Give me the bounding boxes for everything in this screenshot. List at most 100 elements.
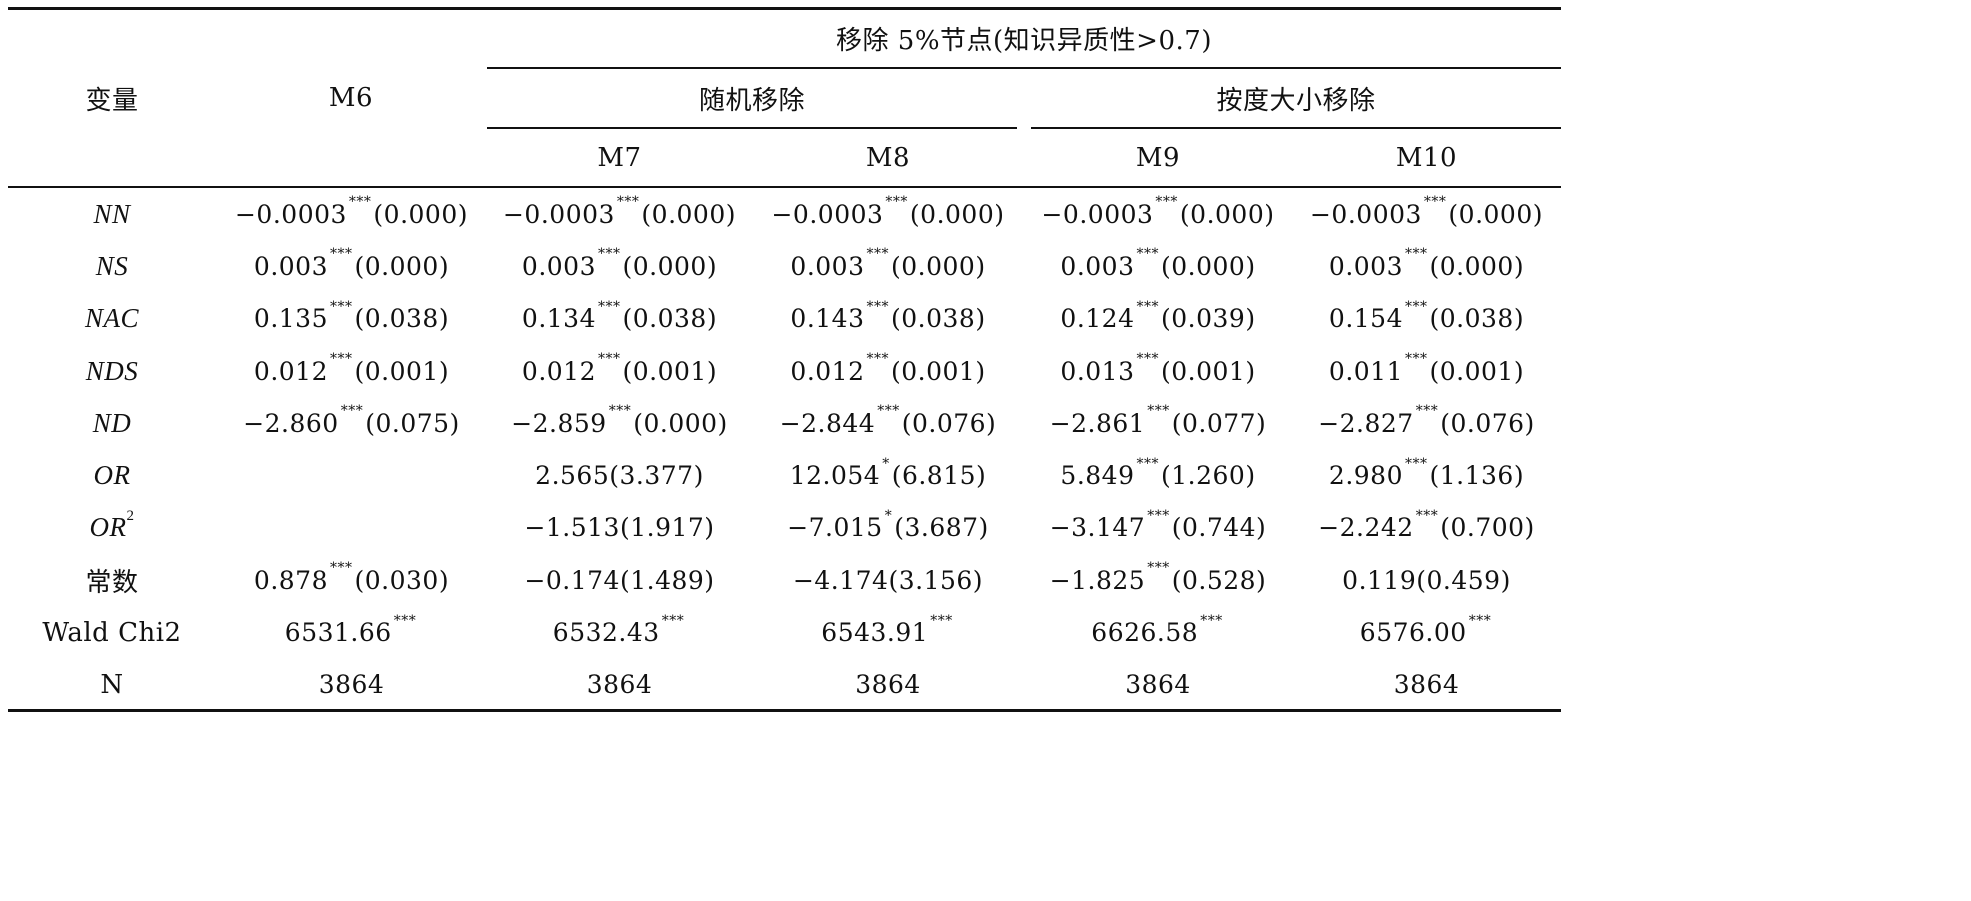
significance-stars: *** <box>1405 246 1428 263</box>
standard-error: (3.377) <box>609 461 704 491</box>
table-cell: −4.174 (3.156) <box>752 554 1024 606</box>
table-cell: −1.825 *** (0.528) <box>1024 554 1292 606</box>
significance-stars: *** <box>1136 298 1159 315</box>
table-cell: 3864 <box>216 659 487 711</box>
significance-stars: *** <box>1405 298 1428 315</box>
coefficient: 0.011 <box>1328 356 1403 386</box>
variable-label: NN <box>8 188 216 240</box>
table-cell <box>216 502 487 554</box>
standard-error: (0.744) <box>1171 513 1267 543</box>
group-title: 移除 5%节点(知识异质性>0.7) <box>836 26 1212 56</box>
table-cell: 0.003 *** (0.000) <box>216 240 487 292</box>
coefficient: −3.147 <box>1049 513 1146 543</box>
coefficient: 0.012 <box>253 356 328 386</box>
coefficient: 6531.66 <box>284 618 392 648</box>
significance-stars: *** <box>1423 194 1447 211</box>
standard-error: (1.260) <box>1161 461 1256 491</box>
standard-error: (0.000) <box>1448 199 1543 229</box>
table-cell: 3864 <box>1292 659 1561 711</box>
coefficient: 2.565 <box>535 461 610 491</box>
group-title-underline <box>487 67 1561 69</box>
significance-stars: *** <box>1136 351 1159 368</box>
variable-label: OR 2 <box>8 502 216 554</box>
table-cell: 2.565 (3.377) <box>487 450 752 502</box>
coefficient: 6543.91 <box>821 618 929 648</box>
variable-name: ND <box>92 407 132 438</box>
standard-error: (1.917) <box>619 513 715 543</box>
standard-error: (0.000) <box>1161 251 1256 281</box>
table-cell: 0.003 *** (0.000) <box>752 240 1024 292</box>
significance-stars: *** <box>616 194 640 211</box>
standard-error: (3.687) <box>894 513 989 543</box>
table-cell: −0.0003 *** (0.000) <box>752 188 1024 240</box>
table-cell: 0.012 *** (0.001) <box>487 345 752 397</box>
coefficient: −1.513 <box>524 513 620 543</box>
coefficient: 0.143 <box>790 304 865 334</box>
table-cell: 5.849 *** (1.260) <box>1024 450 1292 502</box>
standard-error: (0.038) <box>354 304 450 334</box>
top-rule <box>8 7 1561 10</box>
variable-name: NN <box>93 198 131 229</box>
coefficient: −0.0003 <box>1309 199 1422 229</box>
coefficient: −1.825 <box>1049 565 1146 595</box>
degree-group-underline <box>1031 127 1561 129</box>
variable-label: 常数 <box>8 554 216 606</box>
standard-error: (0.001) <box>622 356 718 386</box>
standard-error: (0.000) <box>354 251 450 281</box>
standard-error: (0.076) <box>1440 408 1535 438</box>
significance-stars: *** <box>393 612 417 629</box>
coefficient: 0.003 <box>521 251 596 281</box>
significance-stars: *** <box>340 403 364 420</box>
significance-stars: *** <box>866 351 889 368</box>
table-cell: 0.878 *** (0.030) <box>216 554 487 606</box>
significance-stars: *** <box>1415 507 1439 524</box>
variable-label: NAC <box>8 293 216 345</box>
significance-stars: * <box>884 507 893 524</box>
table-cell: −0.0003 *** (0.000) <box>216 188 487 240</box>
table-cell: −2.860 *** (0.075) <box>216 397 487 449</box>
standard-error: (0.528) <box>1171 565 1267 595</box>
table-cell: −3.147 *** (0.744) <box>1024 502 1292 554</box>
coefficient: −7.015 <box>787 513 883 543</box>
standard-error: (0.001) <box>354 356 450 386</box>
standard-error: (0.700) <box>1440 513 1535 543</box>
table-cell: 0.119 (0.459) <box>1292 554 1561 606</box>
table-cell: 6531.66 *** <box>216 606 487 658</box>
coefficient: 0.135 <box>253 304 328 334</box>
table-cell: 0.003 *** (0.000) <box>1024 240 1292 292</box>
variable-exponent: 2 <box>126 508 135 525</box>
significance-stars: *** <box>598 351 621 368</box>
significance-stars: * <box>882 455 890 472</box>
significance-stars: *** <box>1136 455 1159 472</box>
variable-label: Wald Chi2 <box>8 606 216 658</box>
significance-stars: *** <box>598 298 621 315</box>
standard-error: (0.000) <box>641 199 736 229</box>
significance-stars: *** <box>661 612 685 629</box>
significance-stars: *** <box>1147 507 1170 524</box>
coefficient: −0.0003 <box>234 199 347 229</box>
significance-stars: *** <box>330 351 353 368</box>
coefficient: −0.0003 <box>771 199 884 229</box>
variable-name: OR <box>93 460 131 491</box>
coefficient: 0.134 <box>521 304 596 334</box>
significance-stars: *** <box>1405 351 1428 368</box>
standard-error: (0.459) <box>1416 565 1511 595</box>
table-cell: 0.012 *** (0.001) <box>216 345 487 397</box>
table-cell: −1.513 (1.917) <box>487 502 752 554</box>
standard-error: (0.000) <box>891 251 986 281</box>
coefficient: 0.003 <box>790 251 865 281</box>
variable-name: OR <box>89 512 127 543</box>
degree-removal-header: 按度大小移除 <box>1216 85 1376 116</box>
variable-name: NAC <box>84 303 139 334</box>
coefficient: 0.003 <box>253 251 328 281</box>
significance-stars: *** <box>877 403 900 420</box>
variable-header: 变量 <box>85 85 139 116</box>
coefficient: 0.003 <box>1328 251 1403 281</box>
significance-stars: *** <box>1136 246 1159 263</box>
variable-label: ND <box>8 397 216 449</box>
significance-stars: *** <box>1147 560 1170 577</box>
coefficient: 6576.00 <box>1359 618 1467 648</box>
variable-name: N <box>100 669 124 700</box>
table-cell: 3864 <box>1024 659 1292 711</box>
table-cell: 6543.91 *** <box>752 606 1024 658</box>
